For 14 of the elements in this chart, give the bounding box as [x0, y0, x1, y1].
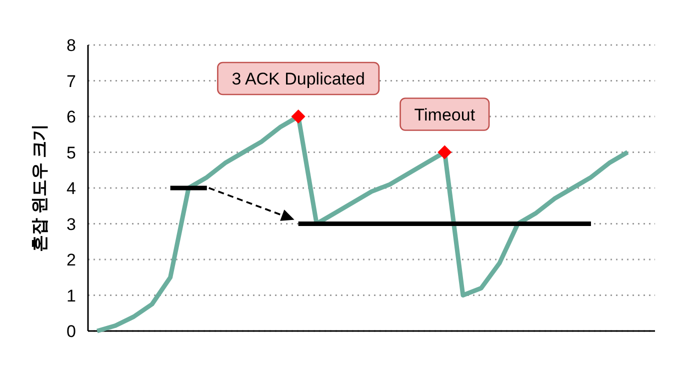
- y-tick-label: 1: [66, 286, 76, 306]
- y-tick-label: 3: [66, 214, 76, 234]
- y-axis-title: 혼잡 윈도우 크기: [30, 124, 49, 252]
- annotation: 3 ACK Duplicated: [232, 70, 365, 88]
- callout: 3 ACK Duplicated: [217, 62, 380, 96]
- y-tick-label: 2: [66, 250, 76, 270]
- annotation: Timeout: [414, 105, 476, 124]
- y-tick-label: 5: [66, 143, 76, 162]
- y-tick-label: 0: [66, 322, 76, 341]
- y-tick-label: 8: [66, 36, 76, 55]
- y-tick-label: 4: [66, 179, 76, 198]
- callout: Timeout: [400, 98, 490, 131]
- y-tick-label: 7: [66, 72, 76, 91]
- y-tick-label: 6: [66, 108, 76, 126]
